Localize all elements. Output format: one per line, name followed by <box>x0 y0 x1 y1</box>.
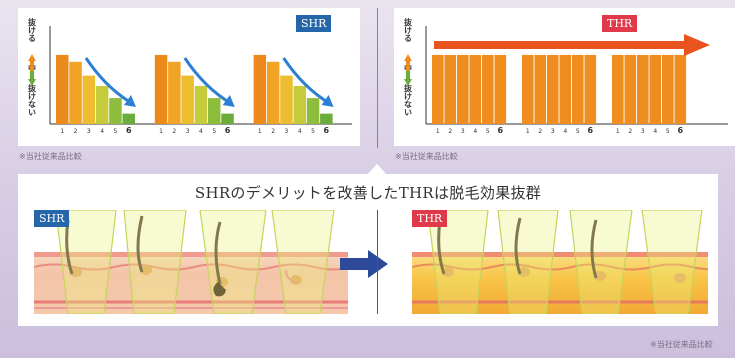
bar <box>482 54 494 125</box>
tick-label: 6 <box>126 126 132 135</box>
bar <box>208 98 221 124</box>
bar <box>469 54 482 125</box>
bar <box>221 113 234 124</box>
tick-label: 5 <box>486 128 490 135</box>
bar <box>194 86 208 124</box>
tick-label: 4 <box>100 128 104 135</box>
tick-label: 3 <box>285 128 289 135</box>
bar <box>457 54 469 125</box>
shr-illustration-label: SHR <box>34 210 70 227</box>
bar <box>444 54 457 125</box>
shr-chart-label: SHR <box>296 15 332 32</box>
tick-label: 4 <box>653 128 657 135</box>
comparison-panel: SHRのデメリットを改善したTHRは脱毛効果抜群 <box>18 174 718 326</box>
tick-label: 5 <box>311 128 315 135</box>
bar <box>662 54 674 125</box>
tick-label: 1 <box>159 128 163 135</box>
tick-label: 2 <box>74 128 78 135</box>
tick-label: 6 <box>498 126 504 135</box>
bar <box>253 54 267 125</box>
thr-skin-illustration: THR <box>412 210 708 314</box>
tick-label: 2 <box>538 128 542 135</box>
bar <box>432 54 444 125</box>
bar <box>122 113 135 124</box>
tick-label: 4 <box>298 128 302 135</box>
tick-label: 6 <box>588 126 594 135</box>
tick-label: 5 <box>212 128 216 135</box>
shr-skin-illustration: SHR <box>34 210 348 314</box>
bar <box>584 54 597 125</box>
bar <box>95 86 109 124</box>
y-scale-arrow-icon <box>28 54 36 86</box>
shr-chart-panel: 抜ける中抜けない123456123456123456 SHR <box>18 8 360 146</box>
thr-chart-panel: 抜ける中抜けない123456123456123456 THR <box>394 8 735 146</box>
tick-label: 3 <box>641 128 645 135</box>
bar <box>293 86 306 124</box>
shr-chart: 抜ける中抜けない123456123456123456 <box>27 17 352 135</box>
bar <box>56 54 69 125</box>
tick-label: 2 <box>628 128 632 135</box>
bar <box>649 54 662 125</box>
bar <box>181 75 194 124</box>
tick-label: 1 <box>258 128 262 135</box>
bar <box>547 54 559 125</box>
y-axis-label-bottom: 抜けない <box>27 83 37 116</box>
bar <box>534 54 547 125</box>
y-axis-label-bottom: 抜けない <box>403 83 413 116</box>
tick-label: 2 <box>271 128 275 135</box>
tick-label: 1 <box>60 128 64 135</box>
pointer-triangle-icon <box>367 164 387 175</box>
y-scale-arrow-icon <box>404 54 412 86</box>
tick-label: 5 <box>576 128 580 135</box>
bar <box>674 54 687 125</box>
trend-arrow-icon <box>434 34 710 56</box>
illustration-divider <box>377 210 378 314</box>
y-axis-label-top: 抜ける <box>403 17 413 42</box>
tick-label: 5 <box>666 128 670 135</box>
comparison-headline: SHRのデメリットを改善したTHRは脱毛効果抜群 <box>194 184 542 202</box>
bar <box>154 54 168 125</box>
thr-chart: 抜ける中抜けない123456123456123456 <box>403 17 728 135</box>
tick-label: 3 <box>461 128 465 135</box>
thr-illustration-label: THR <box>412 210 448 227</box>
bar <box>280 75 293 124</box>
tick-label: 4 <box>473 128 477 135</box>
tick-label: 2 <box>448 128 452 135</box>
bar <box>320 113 333 124</box>
tick-label: 3 <box>87 128 91 135</box>
shr-chart-note: ※当社従来品比較 <box>19 152 82 161</box>
bar <box>168 61 181 124</box>
comparison-note: ※当社従来品比較 <box>650 340 713 349</box>
chart-divider <box>377 8 378 148</box>
bar <box>266 61 280 124</box>
tick-label: 6 <box>678 126 684 135</box>
bar <box>624 54 637 125</box>
bar <box>612 54 624 125</box>
bar <box>572 54 584 125</box>
tick-label: 4 <box>563 128 567 135</box>
tick-label: 3 <box>186 128 190 135</box>
tick-label: 1 <box>526 128 530 135</box>
y-axis-label-top: 抜ける <box>27 17 37 42</box>
tick-label: 4 <box>199 128 203 135</box>
bar <box>69 61 82 124</box>
bar <box>494 54 507 125</box>
thr-chart-label: THR <box>602 15 638 32</box>
tick-label: 6 <box>324 126 330 135</box>
tick-label: 6 <box>225 126 231 135</box>
tick-label: 1 <box>436 128 440 135</box>
bar <box>522 54 534 125</box>
tick-label: 5 <box>114 128 118 135</box>
bar <box>306 98 320 124</box>
tick-label: 1 <box>616 128 620 135</box>
bar <box>637 54 649 125</box>
bar <box>82 75 96 124</box>
tick-label: 3 <box>551 128 555 135</box>
thr-chart-note: ※当社従来品比較 <box>395 152 458 161</box>
right-arrow-icon <box>340 250 388 278</box>
bar <box>559 54 572 125</box>
tick-label: 2 <box>172 128 176 135</box>
bar <box>109 98 122 124</box>
